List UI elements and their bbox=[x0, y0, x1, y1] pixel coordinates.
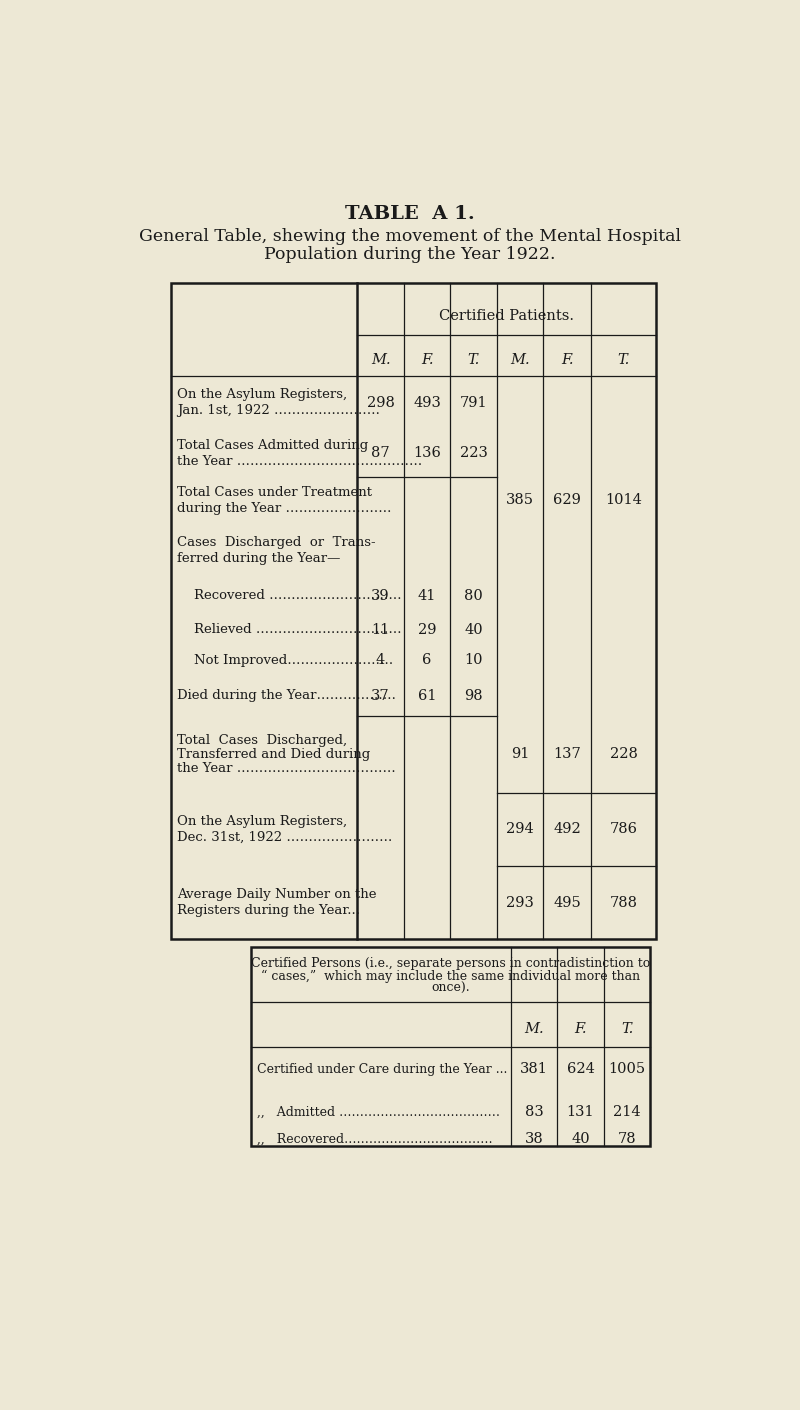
Text: Jan. 1st, 1922 ……………………: Jan. 1st, 1922 …………………… bbox=[177, 403, 380, 417]
Text: ,,   Admitted …………………………………: ,, Admitted ………………………………… bbox=[258, 1105, 500, 1120]
Text: Transferred and Died during: Transferred and Died during bbox=[177, 747, 370, 761]
Text: 492: 492 bbox=[554, 822, 581, 836]
Text: 78: 78 bbox=[618, 1132, 636, 1146]
Text: 39: 39 bbox=[371, 589, 390, 603]
Text: 11: 11 bbox=[371, 623, 390, 637]
Text: 91: 91 bbox=[511, 747, 530, 761]
Text: 786: 786 bbox=[610, 822, 638, 836]
Text: 37: 37 bbox=[371, 689, 390, 702]
Text: 298: 298 bbox=[366, 396, 394, 409]
Text: F.: F. bbox=[574, 1022, 586, 1036]
Text: On the Asylum Registers,: On the Asylum Registers, bbox=[177, 815, 347, 828]
Text: 136: 136 bbox=[413, 447, 441, 460]
Text: M.: M. bbox=[370, 352, 390, 367]
Text: 98: 98 bbox=[464, 689, 483, 702]
Text: Dec. 31st, 1922 ……………………: Dec. 31st, 1922 …………………… bbox=[177, 830, 392, 843]
Text: once).: once). bbox=[431, 981, 470, 995]
Text: 629: 629 bbox=[554, 493, 582, 508]
Text: T.: T. bbox=[618, 352, 630, 367]
Text: 131: 131 bbox=[566, 1105, 594, 1120]
Text: 624: 624 bbox=[566, 1062, 594, 1076]
Text: Died during the Year………………: Died during the Year……………… bbox=[177, 689, 396, 702]
Text: T.: T. bbox=[621, 1022, 633, 1036]
Text: M.: M. bbox=[524, 1022, 544, 1036]
Text: Total Cases under Treatment: Total Cases under Treatment bbox=[177, 486, 372, 499]
Text: Registers during the Year...: Registers during the Year... bbox=[177, 904, 360, 917]
Text: Certified under Care during the Year ...: Certified under Care during the Year ... bbox=[258, 1063, 508, 1076]
Text: 4: 4 bbox=[376, 653, 385, 667]
Text: Certified Patients.: Certified Patients. bbox=[439, 309, 574, 323]
Text: 38: 38 bbox=[525, 1132, 543, 1146]
Text: TABLE  A 1.: TABLE A 1. bbox=[345, 204, 475, 223]
Text: 137: 137 bbox=[554, 747, 581, 761]
Text: 381: 381 bbox=[520, 1062, 548, 1076]
Text: T.: T. bbox=[467, 352, 480, 367]
Text: 385: 385 bbox=[506, 493, 534, 508]
Text: 29: 29 bbox=[418, 623, 436, 637]
Text: ,,   Recovered………………………………: ,, Recovered……………………………… bbox=[258, 1132, 493, 1146]
Bar bbox=[171, 283, 657, 939]
Text: Not Improved……………………: Not Improved…………………… bbox=[177, 654, 393, 667]
Text: 228: 228 bbox=[610, 747, 638, 761]
Text: Total  Cases  Discharged,: Total Cases Discharged, bbox=[177, 735, 347, 747]
Text: 788: 788 bbox=[610, 895, 638, 909]
Text: Certified Persons (i.e., separate persons in contradistinction to: Certified Persons (i.e., separate person… bbox=[251, 957, 650, 970]
Text: Cases  Discharged  or  Trans-: Cases Discharged or Trans- bbox=[177, 536, 375, 548]
Text: Average Daily Number on the: Average Daily Number on the bbox=[177, 888, 376, 901]
Text: Relieved ……………………………: Relieved …………………………… bbox=[177, 623, 402, 636]
Text: during the Year ……………………: during the Year …………………… bbox=[177, 502, 391, 515]
Text: the Year ……………………………………: the Year …………………………………… bbox=[177, 454, 422, 468]
Text: 214: 214 bbox=[613, 1105, 641, 1120]
Text: 294: 294 bbox=[506, 822, 534, 836]
Text: 10: 10 bbox=[464, 653, 483, 667]
Text: On the Asylum Registers,: On the Asylum Registers, bbox=[177, 388, 347, 402]
Text: 83: 83 bbox=[525, 1105, 543, 1120]
Text: 40: 40 bbox=[571, 1132, 590, 1146]
Text: Population during the Year 1922.: Population during the Year 1922. bbox=[264, 247, 556, 264]
Text: M.: M. bbox=[510, 352, 530, 367]
Text: 223: 223 bbox=[460, 447, 487, 460]
Text: 80: 80 bbox=[464, 589, 483, 603]
Text: F.: F. bbox=[561, 352, 574, 367]
Text: 493: 493 bbox=[413, 396, 441, 409]
Text: F.: F. bbox=[421, 352, 434, 367]
Text: 87: 87 bbox=[371, 447, 390, 460]
Text: 40: 40 bbox=[464, 623, 483, 637]
Text: the Year ………………………………: the Year ……………………………… bbox=[177, 761, 395, 774]
Text: 1014: 1014 bbox=[606, 493, 642, 508]
Text: 61: 61 bbox=[418, 689, 436, 702]
Bar bbox=[251, 948, 650, 1145]
Text: 6: 6 bbox=[422, 653, 432, 667]
Text: 41: 41 bbox=[418, 589, 436, 603]
Text: “ cases,”  which may include the same individual more than: “ cases,” which may include the same ind… bbox=[261, 970, 640, 983]
Text: Recovered …………………………: Recovered ………………………… bbox=[177, 589, 402, 602]
Text: 495: 495 bbox=[554, 895, 581, 909]
Text: 293: 293 bbox=[506, 895, 534, 909]
Text: General Table, shewing the movement of the Mental Hospital: General Table, shewing the movement of t… bbox=[139, 228, 681, 245]
Text: 791: 791 bbox=[460, 396, 487, 409]
Text: 1005: 1005 bbox=[609, 1062, 646, 1076]
Text: ferred during the Year—: ferred during the Year— bbox=[177, 551, 340, 564]
Text: Total Cases Admitted during: Total Cases Admitted during bbox=[177, 439, 368, 453]
